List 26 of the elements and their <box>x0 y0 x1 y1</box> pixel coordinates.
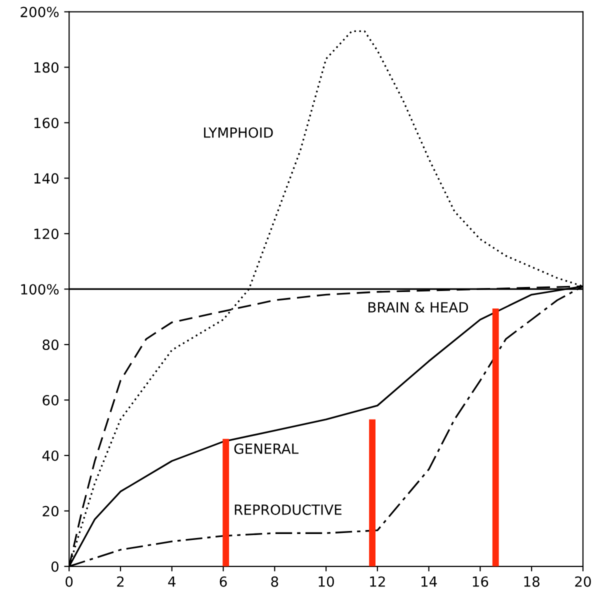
x-tick-label: 4 <box>168 576 176 587</box>
x-tick-label: 8 <box>271 576 278 587</box>
x-tick-label: 14 <box>422 576 437 587</box>
y-tick-label: 20 <box>42 506 58 516</box>
y-tick-label: 180 <box>34 62 58 73</box>
series-label: BRAIN & HEAD <box>368 302 468 313</box>
y-tick-label: 120 <box>34 228 58 240</box>
x-tick-label: 16 <box>472 576 488 587</box>
x-tick-label: 0 <box>66 576 73 587</box>
series-label: GENERAL <box>234 443 299 454</box>
y-tick-label: 60 <box>42 394 58 406</box>
y-tick-label: 80 <box>42 340 58 350</box>
y-tick-label: 200% <box>20 6 59 18</box>
x-tick-label: 12 <box>370 576 385 587</box>
y-tick-label: 100% <box>21 284 59 295</box>
y-tick-label: 140 <box>34 173 58 184</box>
x-tick-label: 18 <box>524 576 540 587</box>
y-tick-label: 160 <box>34 118 58 128</box>
x-tick-label: 6 <box>220 576 227 587</box>
x-tick-label: 10 <box>318 576 334 587</box>
x-tick-label: 2 <box>117 576 124 587</box>
text: LYMPHOID <box>204 127 273 138</box>
y-tick-label: 40 <box>42 450 58 461</box>
series-label: REPRODUCTIVE <box>234 504 342 515</box>
y-tick-label: 0 <box>51 561 58 572</box>
x-tick-label: 20 <box>575 576 591 587</box>
